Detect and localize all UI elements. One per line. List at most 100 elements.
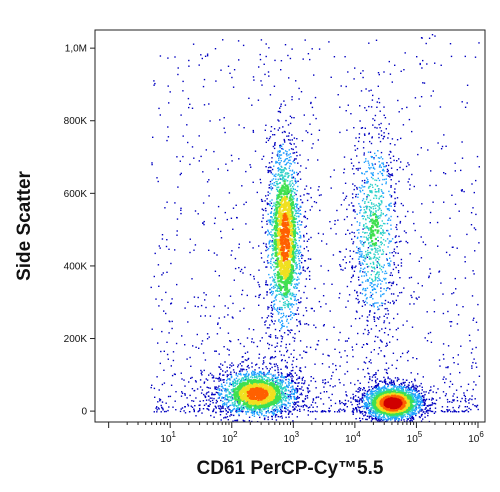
event-dot — [253, 376, 256, 379]
event-dot — [354, 67, 356, 69]
event-dot — [365, 158, 367, 160]
event-dot — [282, 397, 284, 399]
event-dot — [452, 395, 454, 397]
event-dot — [295, 365, 298, 368]
event-dot — [283, 377, 285, 379]
event-dot — [275, 295, 277, 297]
event-dot — [401, 108, 403, 110]
event-dot — [371, 190, 373, 192]
event-dot — [373, 270, 375, 273]
event-dot — [284, 407, 286, 409]
event-dot — [413, 303, 415, 305]
event-dot — [273, 175, 275, 177]
event-dot — [370, 274, 372, 276]
event-dot — [284, 382, 287, 384]
event-dot — [289, 122, 292, 125]
event-dot — [240, 378, 243, 380]
event-dot — [287, 124, 290, 126]
event-dot — [396, 169, 398, 171]
event-dot — [299, 265, 301, 267]
event-dot — [367, 216, 369, 219]
event-dot — [379, 217, 381, 219]
event-dot — [266, 317, 268, 319]
event-dot — [271, 168, 274, 171]
event-dot — [376, 378, 379, 380]
event-dot — [401, 417, 403, 420]
event-dot — [465, 401, 467, 403]
event-dot — [197, 213, 199, 215]
event-dot — [375, 302, 377, 304]
event-dot — [374, 380, 377, 382]
event-dot — [365, 393, 368, 395]
event-dot — [370, 362, 372, 364]
event-dot — [293, 194, 295, 197]
event-dot — [363, 415, 365, 417]
event-dot — [277, 415, 279, 418]
event-dot — [301, 379, 304, 381]
event-dot — [247, 364, 249, 367]
event-dot — [289, 397, 291, 399]
event-dot — [271, 257, 274, 259]
event-dot — [356, 155, 358, 157]
event-dot — [364, 300, 367, 303]
event-dot — [295, 181, 298, 183]
event-dot — [180, 114, 182, 116]
event-dot — [359, 269, 362, 272]
event-dot — [273, 273, 275, 275]
event-dot — [367, 228, 370, 230]
event-dot — [415, 402, 418, 405]
event-dot — [372, 118, 374, 120]
event-dot — [286, 151, 288, 153]
event-dot — [406, 320, 408, 322]
event-dot — [251, 371, 253, 374]
event-dot — [263, 357, 265, 359]
event-dot — [375, 257, 378, 259]
event-dot — [260, 80, 262, 82]
event-dot — [415, 414, 417, 417]
event-dot — [471, 348, 474, 350]
event-dot — [469, 340, 471, 342]
event-dot — [345, 110, 347, 112]
event-dot — [188, 59, 190, 62]
event-dot — [279, 411, 281, 413]
event-dot — [364, 289, 366, 292]
event-dot — [353, 232, 355, 234]
event-dot — [227, 396, 229, 398]
event-dot — [290, 353, 292, 355]
event-dot — [370, 414, 373, 416]
event-dot — [211, 392, 213, 394]
event-dot — [374, 247, 377, 250]
event-dot — [362, 397, 364, 399]
event-dot — [223, 381, 225, 383]
event-dot — [261, 226, 263, 228]
event-dot — [267, 315, 270, 317]
event-dot — [466, 84, 469, 86]
event-dot — [314, 410, 316, 412]
event-dot — [206, 408, 208, 410]
event-dot — [291, 363, 293, 366]
event-dot — [387, 376, 389, 378]
event-dot — [356, 147, 359, 150]
event-dot — [288, 149, 290, 151]
event-dot — [302, 266, 305, 268]
event-dot — [390, 174, 392, 176]
event-dot — [258, 286, 261, 288]
event-dot — [267, 262, 269, 264]
event-dot — [236, 383, 238, 386]
event-dot — [288, 343, 291, 345]
event-dot — [334, 220, 336, 222]
event-dot — [296, 389, 299, 392]
event-dot — [233, 379, 236, 381]
event-dot — [268, 162, 271, 164]
event-dot — [268, 240, 271, 243]
event-dot — [281, 166, 283, 168]
event-dot — [171, 374, 174, 377]
event-dot — [259, 375, 261, 377]
event-dot — [261, 200, 264, 202]
event-dot — [296, 267, 298, 269]
event-dot — [391, 384, 394, 386]
event-dot — [387, 334, 389, 336]
event-dot — [361, 253, 363, 255]
event-dot — [430, 95, 432, 97]
event-dot — [283, 152, 285, 154]
